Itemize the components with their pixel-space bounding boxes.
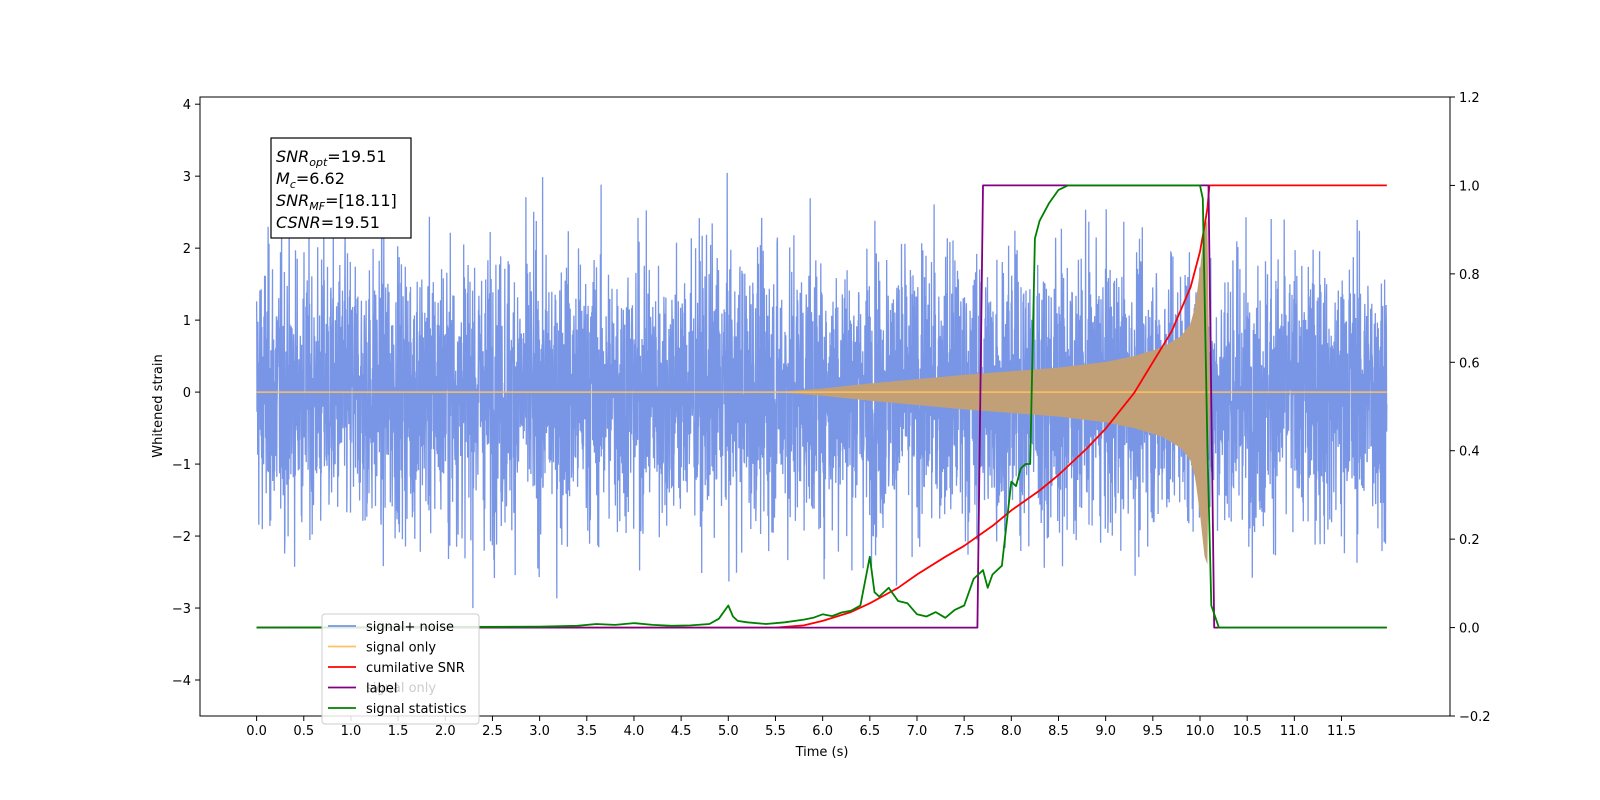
- x-tick-label: 10.0: [1186, 724, 1215, 739]
- legend-label: label: [366, 682, 397, 697]
- x-tick-label: 8.0: [1001, 724, 1022, 739]
- x-tick-label: 8.5: [1048, 724, 1069, 739]
- y-left-tick-label: −1: [172, 458, 191, 473]
- cumilative-snr-line: [256, 184, 1387, 629]
- annotation-line: Mc=6.62: [276, 169, 345, 191]
- x-tick-label: 2.5: [482, 724, 503, 739]
- legend-label: signal statistics: [366, 702, 467, 717]
- annotation-line: SNRMF=[18.11]: [276, 191, 397, 213]
- x-tick-label: 6.0: [812, 724, 833, 739]
- x-tick-label: 7.5: [954, 724, 975, 739]
- y-left-tick-label: 1: [183, 314, 191, 329]
- plot-frame: [199, 96, 1451, 717]
- annotation-frame: [270, 137, 412, 239]
- x-tick-label: 9.5: [1142, 724, 1163, 739]
- x-tick-label: 5.5: [765, 724, 786, 739]
- x-tick-label: 5.0: [718, 724, 739, 739]
- x-tick-label: 3.5: [576, 724, 597, 739]
- x-tick-label: 1.0: [341, 724, 362, 739]
- y-left-tick-label: 0: [183, 386, 191, 401]
- y-left-tick-label: 2: [183, 242, 191, 257]
- series-signal-only: [256, 219, 1387, 565]
- metrics-annotation: SNRopt=19.51Mc=6.62SNRMF=[18.11]CSNR=19.…: [270, 137, 412, 239]
- y-axis-right: 1.2 1.0 0.8 0.6 0.4 0.2 0.0 −0.2: [1450, 91, 1491, 725]
- x-tick-label: 10.5: [1233, 724, 1262, 739]
- x-tick-label: 4.5: [671, 724, 692, 739]
- y-left-tick-label: −2: [172, 530, 191, 545]
- x-tick-label: 1.5: [388, 724, 409, 739]
- x-tick-label: 7.0: [907, 724, 928, 739]
- y-right-tick-label: 1.0: [1459, 179, 1480, 194]
- signal-statistics-line: [256, 184, 1387, 629]
- x-tick-label: 2.0: [435, 724, 456, 739]
- y-right-tick-label: 0.4: [1459, 445, 1480, 460]
- y-axis-left: 4 3 2 1 0 −1 −2 −3 −4: [172, 98, 200, 689]
- x-axis-label: Time (s): [795, 745, 849, 760]
- x-axis: 0.0 0.5 1.0 1.5 2.0 2.5 3.0 3.5 4.0 4.5 5.0 5.5 6.0 6…: [246, 716, 1356, 739]
- y-left-tick-label: −4: [172, 674, 191, 689]
- x-tick-label: 11.0: [1280, 724, 1309, 739]
- x-tick-label: 6.5: [859, 724, 880, 739]
- annotation-line: SNRopt=19.51: [276, 147, 387, 169]
- x-tick-label: 4.0: [624, 724, 645, 739]
- y-left-tick-label: 4: [183, 98, 191, 113]
- y-left-tick-label: 3: [183, 170, 191, 185]
- y-left-tick-label: −3: [172, 602, 191, 617]
- y-right-tick-label: 0.8: [1459, 268, 1480, 283]
- x-tick-label: 3.0: [529, 724, 550, 739]
- y-right-tick-label: −0.2: [1459, 710, 1491, 725]
- y-axis-label: Whitened strain: [151, 354, 166, 457]
- x-tick-label: 0.0: [246, 724, 267, 739]
- y-right-tick-label: 0.0: [1459, 622, 1480, 637]
- x-tick-label: 11.5: [1327, 724, 1356, 739]
- legend-label: cumilative SNR: [366, 661, 465, 676]
- y-right-tick-label: 0.6: [1459, 356, 1480, 371]
- legend-label: signal only: [366, 641, 436, 656]
- legend-hidden-label: signal only: [366, 681, 436, 696]
- legend-frame: [321, 613, 480, 725]
- legend-label: signal+ noise: [366, 620, 454, 635]
- legend: signal only signal+ noise signal only cumil…: [321, 613, 480, 725]
- right-axis-series: [256, 184, 1387, 629]
- x-tick-label: 0.5: [293, 724, 314, 739]
- y-right-tick-label: 0.2: [1459, 533, 1480, 548]
- y-right-tick-label: 1.2: [1459, 91, 1480, 106]
- x-tick-label: 9.0: [1095, 724, 1116, 739]
- annotation-line: CSNR=19.51: [276, 213, 380, 232]
